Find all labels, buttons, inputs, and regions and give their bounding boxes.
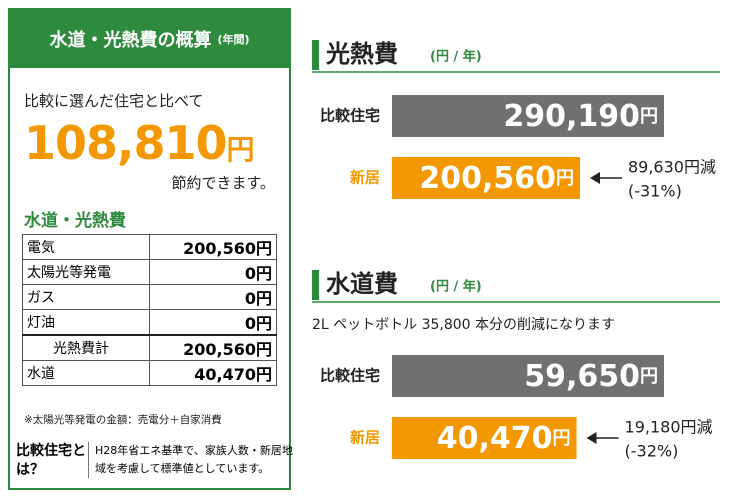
chart-title: 光熱費	[325, 40, 398, 68]
value-number: 200,560	[419, 161, 556, 196]
chart-subtitle: (円 / 年)	[430, 279, 482, 295]
annotation: (-31%)	[628, 182, 682, 201]
bar	[392, 157, 580, 199]
category-label: 新居	[350, 429, 380, 447]
table-key: 太陽光等発電	[22, 259, 150, 285]
tail-text: 節約できます。	[171, 174, 275, 192]
table-key: 光熱費計	[22, 334, 150, 361]
value-number: 290,190	[503, 99, 640, 134]
table-row: 電気 200,560円	[22, 234, 277, 260]
title-mark	[312, 40, 319, 70]
value-label: 290,190円	[503, 99, 658, 134]
annotation: 89,630円減	[628, 158, 716, 177]
panel-title: 水道・光熱費の概算	[49, 30, 212, 51]
chart-title: 水道費	[326, 270, 398, 298]
section-title: 水道・光熱費	[24, 211, 126, 231]
footer-term: 比較住宅とは？	[16, 443, 86, 478]
value-label: 200,560円	[419, 161, 574, 196]
value-unit: 円	[640, 366, 658, 387]
table-value: 0円	[149, 284, 277, 310]
value-number: 59,650	[524, 359, 640, 394]
table-row: 太陽光等発電 0円	[22, 259, 277, 285]
title-mark	[312, 270, 319, 300]
footer-text: H28年省エネ基準で、家族人数・新居地域を考慮して標準値としています。	[88, 442, 295, 478]
bar	[392, 417, 577, 459]
arrow-head	[586, 432, 597, 444]
bar	[392, 355, 664, 397]
value-label: 59,650円	[524, 359, 658, 394]
table-key: 電気	[22, 234, 150, 260]
value-label: 40,470円	[437, 421, 571, 456]
table-value: 0円	[149, 309, 277, 336]
table-key: ガス	[22, 284, 150, 310]
table-row: 光熱費計 200,560円	[22, 334, 277, 361]
category-label: 比較住宅	[320, 107, 380, 125]
panel-header: 水道・光熱費の概算 (年間)	[10, 10, 289, 68]
table-value: 200,560円	[149, 334, 277, 361]
chart-note: 2L ペットボトル 35,800 本分の削減になります	[312, 316, 615, 333]
table-value: 0円	[149, 259, 277, 285]
cost-table: 電気 200,560円 太陽光等発電 0円 ガス 0円 灯油 0円 光熱費計 200,560円 水道…	[22, 234, 277, 386]
lead-text: 比較に選んだ住宅と比べて	[24, 92, 204, 110]
summary-panel: 水道・光熱費の概算 (年間) 比較に選んだ住宅と比べて 108,810円 節約でき…	[8, 8, 293, 490]
table-row: ガス 0円	[22, 284, 277, 310]
table-value: 40,470円	[149, 360, 277, 386]
value-unit: 円	[640, 106, 658, 127]
table-key: 水道	[22, 360, 150, 386]
table-key: 灯油	[22, 309, 150, 336]
table-row: 水道 40,470円	[22, 360, 277, 386]
annotation: 19,180円減	[625, 418, 713, 437]
note: ※太陽光等発電の金額：売電分＋自家消費	[24, 414, 222, 426]
value-unit: 円	[553, 428, 571, 449]
category-label: 新居	[350, 169, 380, 187]
category-label: 比較住宅	[320, 367, 380, 385]
saving-amount: 108,810円	[24, 116, 255, 170]
value-unit: 円	[556, 168, 574, 189]
arrow-head	[589, 172, 600, 184]
annotation: (-32%)	[625, 442, 679, 461]
chart-subtitle: (円 / 年)	[430, 49, 482, 65]
panel-title-note: (年間)	[217, 33, 250, 46]
bar	[392, 95, 664, 137]
table-row: 灯油 0円	[22, 309, 277, 336]
value-number: 40,470	[437, 421, 553, 456]
amount: 108,810	[24, 116, 228, 170]
table-value: 200,560円	[149, 234, 277, 260]
amount-unit: 円	[226, 133, 255, 166]
